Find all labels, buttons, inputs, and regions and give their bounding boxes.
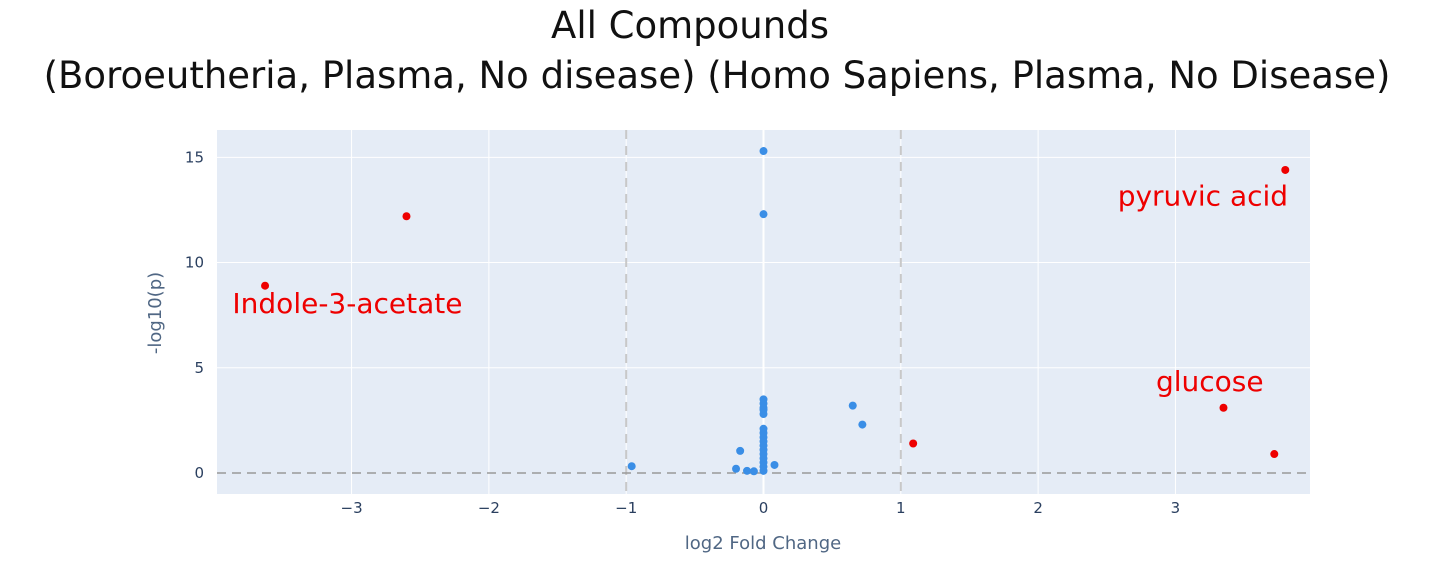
data-point bbox=[909, 439, 918, 448]
data-points bbox=[261, 147, 1290, 476]
data-point bbox=[759, 466, 768, 475]
data-point bbox=[1270, 450, 1279, 459]
x-tick-label: 0 bbox=[759, 499, 769, 517]
annotations: pyruvic acid Indole-3-acetate glucose bbox=[232, 180, 1288, 398]
data-point bbox=[736, 446, 745, 455]
chart-title-line-2: (Boroeutheria, Plasma, No disease) (Homo… bbox=[44, 54, 1391, 97]
data-point bbox=[759, 210, 768, 219]
y-tick-label: 10 bbox=[185, 254, 204, 272]
x-axis-label: log2 Fold Change bbox=[685, 533, 841, 554]
y-tick-label: 0 bbox=[194, 464, 204, 482]
y-tick-label: 5 bbox=[194, 359, 204, 377]
y-axis-label: -log10(p) bbox=[145, 272, 166, 354]
data-point bbox=[759, 410, 768, 419]
annotation-label: glucose bbox=[1156, 365, 1264, 398]
annotation-label: pyruvic acid bbox=[1118, 180, 1288, 213]
y-tick-labels: 0 5 10 15 bbox=[185, 148, 204, 482]
x-tick-label: 1 bbox=[896, 499, 906, 517]
x-tick-label: 3 bbox=[1171, 499, 1181, 517]
data-point bbox=[743, 466, 752, 475]
data-point bbox=[1219, 403, 1228, 412]
x-tick-label: −2 bbox=[478, 499, 500, 517]
data-point bbox=[848, 401, 857, 410]
data-point bbox=[858, 420, 867, 429]
x-tick-label: 2 bbox=[1033, 499, 1043, 517]
data-point bbox=[759, 147, 768, 156]
data-point bbox=[402, 212, 411, 221]
y-tick-label: 15 bbox=[185, 148, 204, 166]
data-point bbox=[1281, 165, 1290, 174]
x-tick-labels: −3 −2 −1 0 1 2 3 bbox=[341, 499, 1181, 517]
data-point bbox=[770, 460, 779, 469]
chart-title-line-1: All Compounds bbox=[551, 4, 829, 47]
data-point bbox=[732, 464, 741, 473]
data-point bbox=[749, 467, 758, 476]
x-tick-label: −3 bbox=[341, 499, 363, 517]
data-point bbox=[261, 281, 270, 290]
x-tick-label: −1 bbox=[615, 499, 637, 517]
annotation-label: Indole-3-acetate bbox=[232, 287, 462, 320]
data-point bbox=[627, 462, 636, 471]
